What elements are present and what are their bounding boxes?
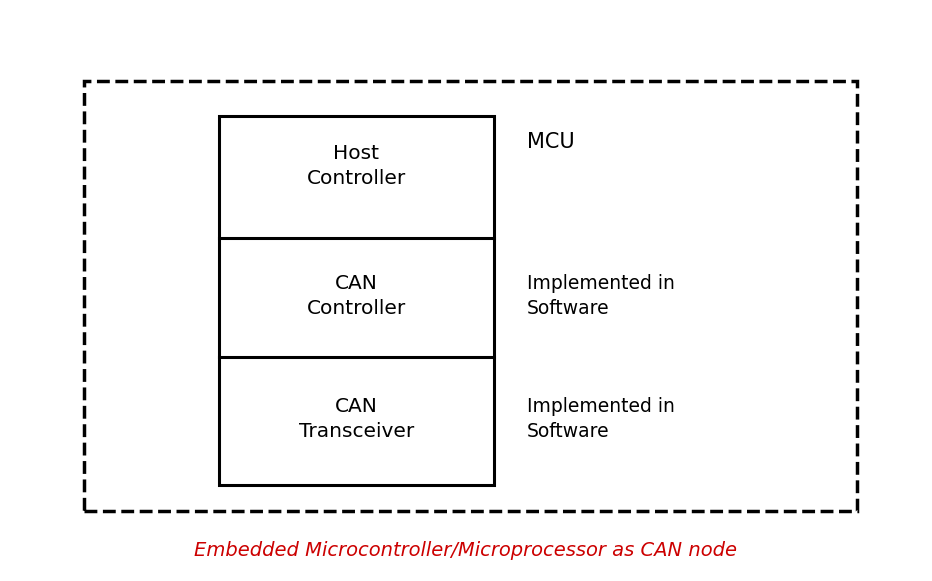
Text: Implemented in
Software: Implemented in Software: [527, 274, 675, 318]
Text: CAN
Controller: CAN Controller: [307, 274, 406, 318]
Text: MCU: MCU: [527, 132, 574, 152]
Text: Implemented in
Software: Implemented in Software: [527, 397, 675, 442]
Bar: [84, 81, 857, 511]
Text: CAN
Transceiver: CAN Transceiver: [299, 397, 414, 442]
Text: Host
Controller: Host Controller: [307, 144, 406, 188]
Text: Embedded Microcontroller/Microprocessor as CAN node: Embedded Microcontroller/Microprocessor …: [195, 541, 737, 560]
Bar: [219, 116, 494, 485]
